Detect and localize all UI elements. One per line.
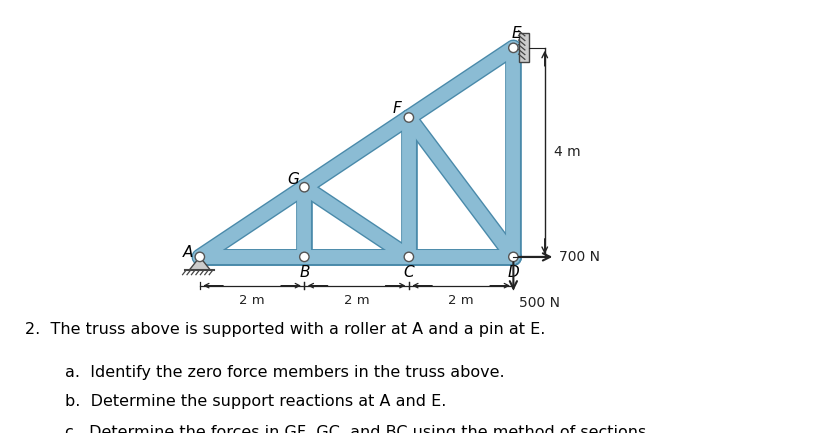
Circle shape (508, 252, 518, 262)
Text: c.  Determine the forces in GF, GC, and BC using the method of sections.: c. Determine the forces in GF, GC, and B… (65, 425, 652, 433)
Text: B: B (299, 265, 309, 280)
Polygon shape (190, 257, 211, 270)
Text: D: D (507, 265, 519, 280)
Text: 500 N: 500 N (518, 296, 559, 310)
Text: C: C (404, 265, 414, 280)
Text: G: G (287, 172, 298, 187)
Text: A: A (183, 245, 193, 260)
Circle shape (299, 182, 309, 192)
Circle shape (404, 113, 414, 122)
Circle shape (404, 252, 414, 262)
Circle shape (299, 252, 309, 262)
Circle shape (195, 252, 205, 262)
Text: 4 m: 4 m (554, 145, 581, 159)
Text: 2 m: 2 m (448, 294, 474, 307)
Text: 2 m: 2 m (344, 294, 370, 307)
Text: a.  Identify the zero force members in the truss above.: a. Identify the zero force members in th… (65, 365, 505, 380)
Text: F: F (393, 100, 402, 116)
Text: b.  Determine the support reactions at A and E.: b. Determine the support reactions at A … (65, 394, 446, 410)
Text: 2 m: 2 m (239, 294, 265, 307)
Text: 2.  The truss above is supported with a roller at A and a pin at E.: 2. The truss above is supported with a r… (25, 322, 545, 337)
Text: 700 N: 700 N (559, 250, 600, 264)
Bar (518, 33, 529, 62)
Circle shape (508, 43, 518, 52)
Text: E: E (511, 26, 521, 41)
